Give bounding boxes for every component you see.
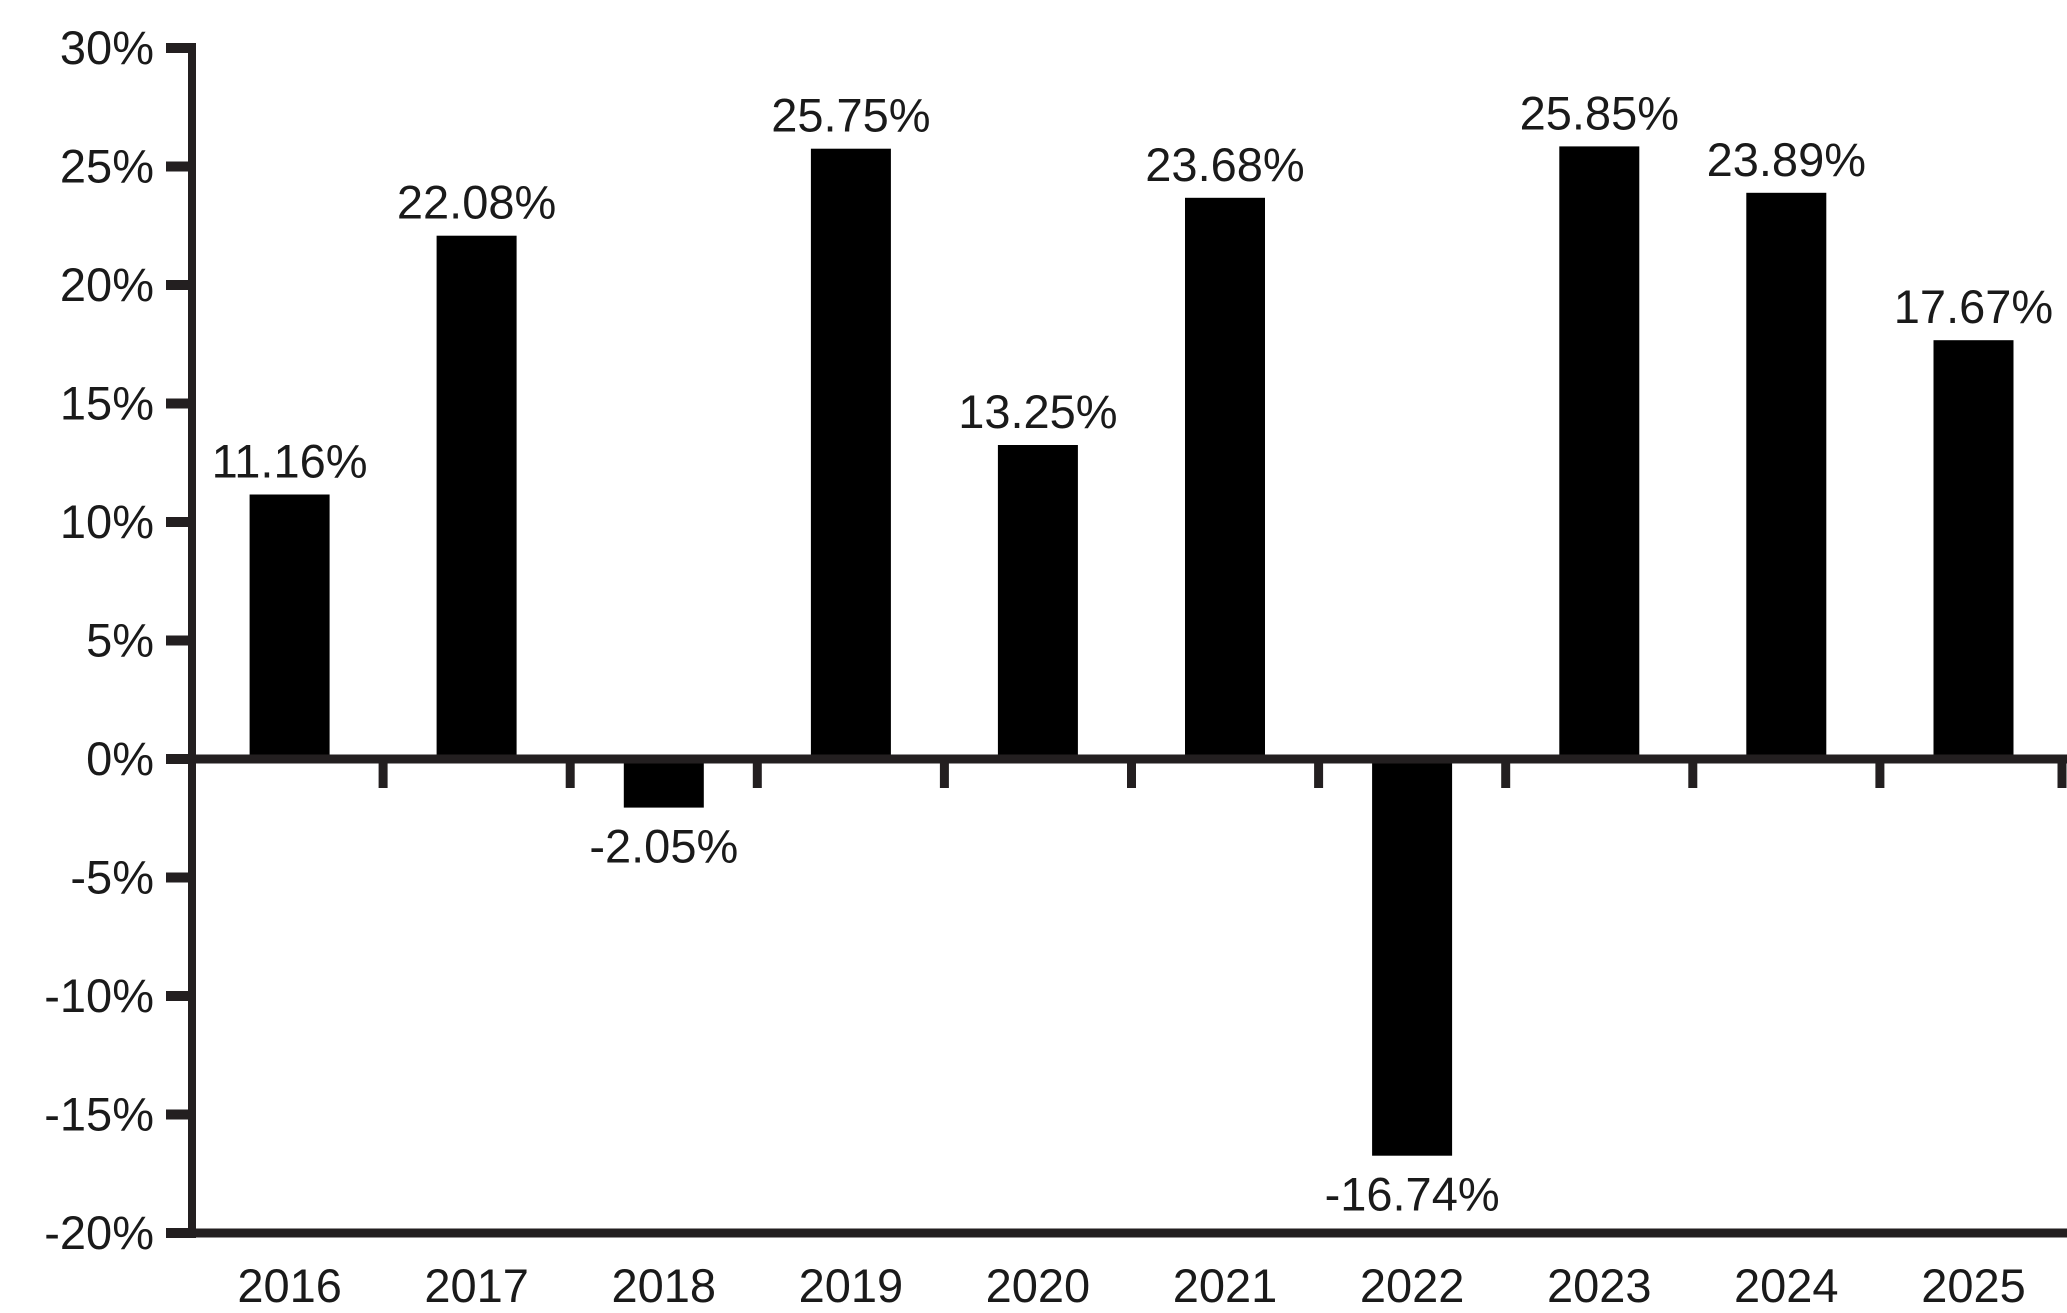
x-tick-label-2019: 2019	[799, 1259, 904, 1308]
y-tick-label--15%: -15%	[44, 1088, 154, 1141]
y-tick-label-20%: 20%	[60, 258, 154, 311]
y-tick-label--20%: -20%	[44, 1206, 154, 1259]
y-tick-label--5%: -5%	[70, 851, 154, 904]
bar-2016	[249, 494, 330, 759]
bar-2025	[1933, 340, 2014, 759]
x-tick-label-2024: 2024	[1734, 1259, 1839, 1308]
x-tick-label-2023: 2023	[1547, 1259, 1652, 1308]
x-tick-label-2020: 2020	[986, 1259, 1091, 1308]
value-label-2016: 11.16%	[212, 435, 368, 488]
y-tick-label-5%: 5%	[86, 614, 154, 667]
bar-2020	[997, 445, 1078, 759]
x-tick-label-2018: 2018	[612, 1259, 717, 1308]
y-tick-label-25%: 25%	[60, 140, 154, 193]
value-label-2022: -16.74%	[1325, 1168, 1500, 1221]
value-label-2024: 23.89%	[1707, 133, 1866, 186]
bar-2024	[1746, 192, 1827, 760]
value-label-2025: 17.67%	[1894, 280, 2053, 333]
x-tick-label-2025: 2025	[1921, 1259, 2026, 1308]
value-label-2019: 25.75%	[771, 89, 930, 142]
bar-2022	[1372, 759, 1453, 1156]
y-tick-label-10%: 10%	[60, 495, 154, 548]
value-label-2017: 22.08%	[397, 176, 556, 229]
value-label-2023: 25.85%	[1520, 86, 1679, 139]
bar-2017	[436, 235, 517, 759]
bar-2021	[1185, 197, 1265, 760]
y-tick-label-0%: 0%	[86, 732, 154, 785]
x-tick-label-2016: 2016	[237, 1259, 342, 1308]
value-label-2021: 23.68%	[1145, 138, 1304, 191]
bar-2019	[810, 148, 891, 759]
x-tick-label-2022: 2022	[1360, 1259, 1465, 1308]
x-tick-label-2017: 2017	[424, 1259, 529, 1308]
y-tick-label-30%: 30%	[60, 21, 154, 74]
value-label-2020: 13.25%	[958, 385, 1117, 438]
y-tick-label-15%: 15%	[60, 377, 154, 430]
bar-2018	[623, 759, 704, 808]
bar-2023	[1559, 146, 1640, 759]
x-tick-label-2021: 2021	[1173, 1259, 1278, 1308]
value-label-2018: -2.05%	[589, 820, 738, 873]
y-tick-label--10%: -10%	[44, 969, 154, 1022]
